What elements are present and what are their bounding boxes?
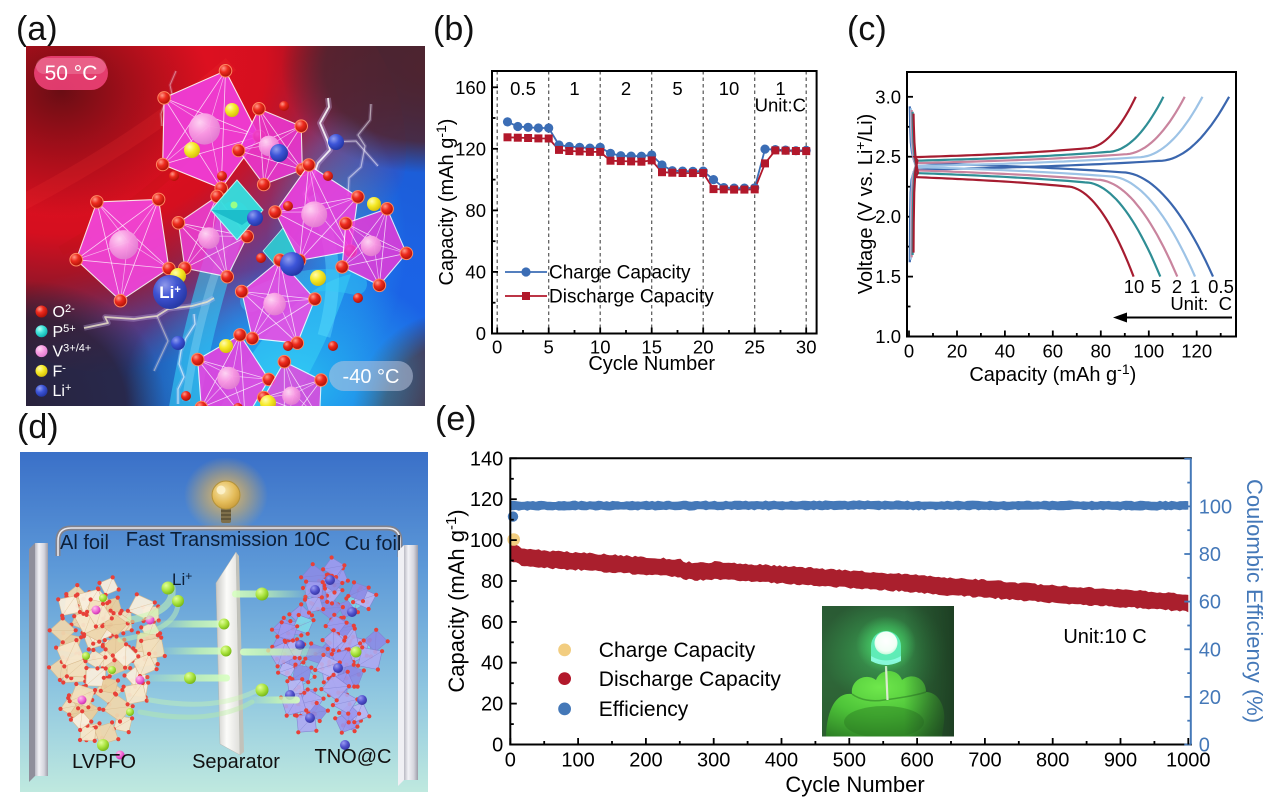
svg-text:1000: 1000 xyxy=(1166,750,1211,772)
svg-text:0: 0 xyxy=(492,735,503,757)
svg-text:Charge Capacity: Charge Capacity xyxy=(599,639,756,662)
svg-text:Unit:C: Unit:C xyxy=(755,95,806,116)
svg-text:40: 40 xyxy=(1199,639,1221,661)
svg-text:(e): (e) xyxy=(435,400,477,438)
svg-text:140: 140 xyxy=(470,448,503,470)
svg-text:100: 100 xyxy=(561,750,594,772)
svg-text:(c): (c) xyxy=(847,10,887,48)
svg-text:20: 20 xyxy=(481,694,503,716)
svg-text:500: 500 xyxy=(833,750,866,772)
svg-text:Capacity (mAh g-1): Capacity (mAh g-1) xyxy=(969,361,1136,386)
svg-text:5: 5 xyxy=(1151,276,1161,297)
svg-text:1: 1 xyxy=(775,78,785,99)
svg-text:800: 800 xyxy=(1036,750,1069,772)
svg-text:Cycle Number: Cycle Number xyxy=(785,772,924,797)
svg-text:2: 2 xyxy=(1172,276,1182,297)
svg-text:0: 0 xyxy=(904,341,914,362)
svg-text:Discharge Capacity: Discharge Capacity xyxy=(549,287,714,308)
svg-text:40: 40 xyxy=(995,341,1016,362)
svg-text:Cycle Number: Cycle Number xyxy=(588,353,715,375)
svg-text:Unit:10 C: Unit:10 C xyxy=(1063,626,1146,648)
svg-text:80: 80 xyxy=(1199,544,1221,566)
svg-text:2.5: 2.5 xyxy=(875,146,901,167)
svg-text:1: 1 xyxy=(1190,276,1200,297)
svg-text:0: 0 xyxy=(476,323,486,344)
svg-text:-40 °C: -40 °C xyxy=(343,366,400,388)
svg-text:Efficiency: Efficiency xyxy=(599,698,689,721)
svg-text:30: 30 xyxy=(796,337,817,358)
svg-text:10: 10 xyxy=(590,337,611,358)
svg-text:Al foil: Al foil xyxy=(60,532,109,554)
svg-text:0.5: 0.5 xyxy=(510,78,536,99)
svg-text:5: 5 xyxy=(672,78,682,99)
svg-text:80: 80 xyxy=(465,200,486,221)
svg-text:120: 120 xyxy=(470,489,503,511)
svg-text:Capacity (mAh g-1): Capacity (mAh g-1) xyxy=(443,509,469,692)
svg-text:20: 20 xyxy=(1199,687,1221,709)
svg-text:120: 120 xyxy=(1181,341,1212,362)
svg-text:25: 25 xyxy=(744,337,765,358)
svg-text:(b): (b) xyxy=(433,10,475,48)
svg-text:100: 100 xyxy=(470,530,503,552)
svg-text:400: 400 xyxy=(765,750,798,772)
svg-text:LVPFO: LVPFO xyxy=(72,751,136,773)
svg-text:40: 40 xyxy=(481,653,503,675)
svg-text:Unit: C: Unit: C xyxy=(1170,293,1232,314)
svg-text:100: 100 xyxy=(1133,341,1164,362)
svg-text:Coulombic Efficiency (%): Coulombic Efficiency (%) xyxy=(1242,479,1267,723)
svg-text:20: 20 xyxy=(947,341,968,362)
svg-text:700: 700 xyxy=(968,750,1001,772)
svg-text:Capacity (mAh g-1): Capacity (mAh g-1) xyxy=(433,119,458,286)
svg-text:Fast Transmission 10C: Fast Transmission 10C xyxy=(126,529,331,551)
svg-text:100: 100 xyxy=(1199,496,1232,518)
svg-text:3.0: 3.0 xyxy=(875,86,901,107)
svg-text:80: 80 xyxy=(1091,341,1112,362)
svg-text:60: 60 xyxy=(1199,592,1221,614)
svg-text:160: 160 xyxy=(455,77,486,98)
svg-text:0: 0 xyxy=(492,337,502,358)
svg-text:200: 200 xyxy=(629,750,662,772)
svg-text:0.5: 0.5 xyxy=(1208,276,1234,297)
svg-text:Cu foil: Cu foil xyxy=(345,533,402,555)
svg-text:900: 900 xyxy=(1104,750,1137,772)
svg-text:10: 10 xyxy=(1124,276,1145,297)
svg-text:300: 300 xyxy=(697,750,730,772)
svg-text:2.0: 2.0 xyxy=(875,206,901,227)
svg-text:80: 80 xyxy=(481,571,503,593)
svg-text:1: 1 xyxy=(569,78,579,99)
svg-text:2: 2 xyxy=(621,78,631,99)
svg-text:5: 5 xyxy=(544,337,554,358)
svg-text:10: 10 xyxy=(719,78,740,99)
svg-text:0: 0 xyxy=(505,750,516,772)
svg-text:(a): (a) xyxy=(16,10,58,48)
svg-text:(d): (d) xyxy=(17,408,59,446)
svg-text:120: 120 xyxy=(455,138,486,159)
svg-text:Charge Capacity: Charge Capacity xyxy=(549,263,691,284)
svg-text:Voltage (V vs. Li+/Li): Voltage (V vs. Li+/Li) xyxy=(852,114,877,295)
svg-text:15: 15 xyxy=(641,337,662,358)
svg-text:Separator: Separator xyxy=(192,751,280,773)
svg-text:Discharge Capacity: Discharge Capacity xyxy=(599,668,782,691)
svg-text:60: 60 xyxy=(1043,341,1064,362)
svg-text:60: 60 xyxy=(481,612,503,634)
svg-text:600: 600 xyxy=(900,750,933,772)
svg-text:1.5: 1.5 xyxy=(875,266,901,287)
svg-text:TNO@C: TNO@C xyxy=(315,746,392,768)
svg-text:50 °C: 50 °C xyxy=(45,62,98,85)
svg-text:40: 40 xyxy=(465,261,486,282)
svg-text:1.0: 1.0 xyxy=(875,326,901,347)
svg-text:0: 0 xyxy=(1199,735,1210,757)
svg-text:20: 20 xyxy=(693,337,714,358)
